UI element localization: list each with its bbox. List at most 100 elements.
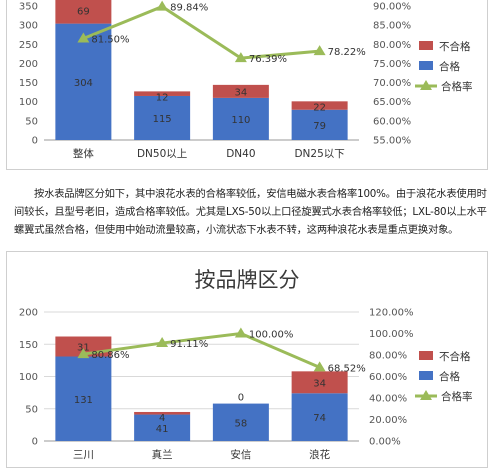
bar-fail bbox=[291, 371, 348, 394]
y-tick-label: 100 bbox=[19, 97, 38, 108]
y2-tick-label: 0.00% bbox=[369, 437, 401, 448]
bar-pass-value: 131 bbox=[74, 395, 93, 406]
legend-swatch-fail bbox=[419, 41, 433, 50]
y-tick-label: 0 bbox=[32, 437, 38, 448]
bar-pass bbox=[212, 97, 269, 140]
bar-pass bbox=[291, 109, 348, 140]
legend-swatch-pass bbox=[419, 371, 433, 380]
y-tick-label: 300 bbox=[19, 21, 38, 32]
bar-pass-value: 115 bbox=[153, 114, 172, 125]
y2-tick-label: 20.00% bbox=[369, 415, 407, 426]
rate-label: 68.52% bbox=[328, 363, 366, 374]
legend-label: 合格 bbox=[439, 370, 460, 383]
y-tick-label: 200 bbox=[19, 59, 38, 70]
legend-label: 不合格 bbox=[439, 40, 471, 53]
y-tick-label: 0 bbox=[32, 136, 38, 147]
rate-label: 89.84% bbox=[170, 3, 208, 14]
bar-pass-value: 58 bbox=[235, 418, 248, 429]
y2-tick-label: 85.00% bbox=[373, 21, 411, 32]
size-combo-chart: 0 50 100 150 200 250 300 350 55.00% 60.00% 65.00% 7… bbox=[19, 0, 473, 160]
bar-fail-value: 0 bbox=[238, 393, 244, 404]
rate-line bbox=[83, 331, 321, 369]
bar-fail bbox=[212, 84, 269, 98]
x-tick-label: DN40 bbox=[226, 148, 255, 160]
bar-pass-value: 41 bbox=[156, 424, 169, 435]
legend-label: 不合格 bbox=[439, 350, 471, 363]
y2-tick-label: 40.00% bbox=[369, 394, 407, 405]
rate-marker bbox=[156, 0, 169, 11]
legend-swatch-fail bbox=[419, 351, 433, 360]
analysis-paragraph: 按水表品牌区分如下，其中浪花水表的合格率较低，安信电磁水表合格率100%。由于浪… bbox=[14, 188, 487, 236]
x-tick-label: DN25以下 bbox=[294, 148, 344, 160]
y2-tick-label: 80.00% bbox=[373, 40, 411, 51]
size-chart-panel: 0 50 100 150 200 250 300 350 55.00% 60.00% 65.00% 7… bbox=[6, 0, 488, 170]
rate-marker bbox=[234, 52, 247, 63]
bar-pass-value: 79 bbox=[313, 121, 326, 132]
y2-tick-label: 65.00% bbox=[373, 97, 411, 108]
legend-label: 合格率 bbox=[441, 390, 473, 403]
rate-label: 78.22% bbox=[328, 47, 366, 58]
legend-label: 合格 bbox=[439, 60, 460, 73]
bar-pass bbox=[134, 95, 191, 140]
bar-fail bbox=[134, 411, 191, 415]
bar-fail-value: 31 bbox=[77, 343, 90, 354]
legend-rate-marker bbox=[420, 390, 432, 400]
legend-swatch-pass bbox=[419, 61, 433, 70]
brand-combo-chart: 0 50 100 150 200 0.00% 20.00% 40.00% 60.00% 80.00… bbox=[19, 308, 473, 462]
x-tick-label: 整体 bbox=[73, 147, 94, 160]
rate-marker bbox=[77, 32, 90, 43]
bar-pass bbox=[55, 356, 112, 441]
rate-label: 80.86% bbox=[91, 350, 129, 361]
y-tick-label: 50 bbox=[25, 404, 38, 415]
bar-pass-value: 110 bbox=[231, 115, 250, 126]
rate-line bbox=[82, 4, 320, 60]
bar-fail-value: 34 bbox=[313, 378, 326, 389]
x-tick-label: DN50以上 bbox=[137, 148, 187, 160]
bar-pass bbox=[134, 414, 191, 441]
legend-label: 合格率 bbox=[441, 80, 473, 93]
y2-tick-label: 100.00% bbox=[369, 329, 414, 340]
y2-tick-label: 90.00% bbox=[373, 2, 411, 13]
rate-label: 91.11% bbox=[170, 339, 208, 350]
y-tick-label: 250 bbox=[19, 40, 38, 51]
rate-marker bbox=[156, 337, 169, 348]
rate-label: 76.39% bbox=[249, 54, 287, 65]
bar-fail-value: 69 bbox=[77, 6, 90, 17]
x-tick-label: 浪花 bbox=[309, 448, 330, 461]
brand-chart-panel: 按品牌区分 0 50 100 150 200 0.00% 20.00% 40.00% 60.00… bbox=[6, 251, 488, 468]
rate-marker bbox=[313, 361, 326, 372]
bar-pass-value: 74 bbox=[313, 413, 326, 424]
x-tick-label: 真兰 bbox=[152, 448, 173, 461]
y-tick-label: 150 bbox=[19, 340, 38, 351]
bar-fail-value: 34 bbox=[235, 87, 248, 98]
rate-marker bbox=[77, 348, 90, 359]
bar-pass bbox=[291, 393, 348, 441]
bar-pass-value: 304 bbox=[74, 78, 93, 89]
bar-fail-value: 4 bbox=[159, 413, 165, 424]
rate-label: 100.00% bbox=[249, 330, 294, 341]
rate-marker bbox=[234, 327, 247, 338]
y2-tick-label: 80.00% bbox=[369, 351, 407, 362]
rate-label: 81.50% bbox=[91, 35, 129, 46]
y-tick-label: 100 bbox=[19, 372, 38, 383]
y2-tick-label: 60.00% bbox=[369, 372, 407, 383]
y2-tick-label: 120.00% bbox=[369, 308, 414, 319]
bar-fail bbox=[55, 0, 112, 24]
y-tick-label: 350 bbox=[19, 2, 38, 13]
bar-fail-value: 22 bbox=[313, 102, 326, 113]
bar-fail-value: 12 bbox=[156, 92, 169, 103]
y2-tick-label: 75.00% bbox=[373, 59, 411, 70]
bar-pass bbox=[55, 23, 112, 141]
y-tick-label: 200 bbox=[19, 308, 38, 319]
bar-pass bbox=[212, 403, 269, 441]
bar-fail bbox=[134, 91, 191, 96]
rate-marker bbox=[313, 45, 326, 56]
y2-tick-label: 60.00% bbox=[373, 116, 411, 127]
x-tick-label: 安信 bbox=[230, 448, 251, 461]
y2-tick-label: 55.00% bbox=[373, 136, 411, 147]
chart-title: 按品牌区分 bbox=[194, 268, 300, 292]
y-tick-label: 150 bbox=[19, 78, 38, 89]
x-tick-label: 三川 bbox=[73, 449, 94, 461]
y2-tick-label: 70.00% bbox=[373, 78, 411, 89]
legend-rate-marker bbox=[420, 80, 432, 90]
